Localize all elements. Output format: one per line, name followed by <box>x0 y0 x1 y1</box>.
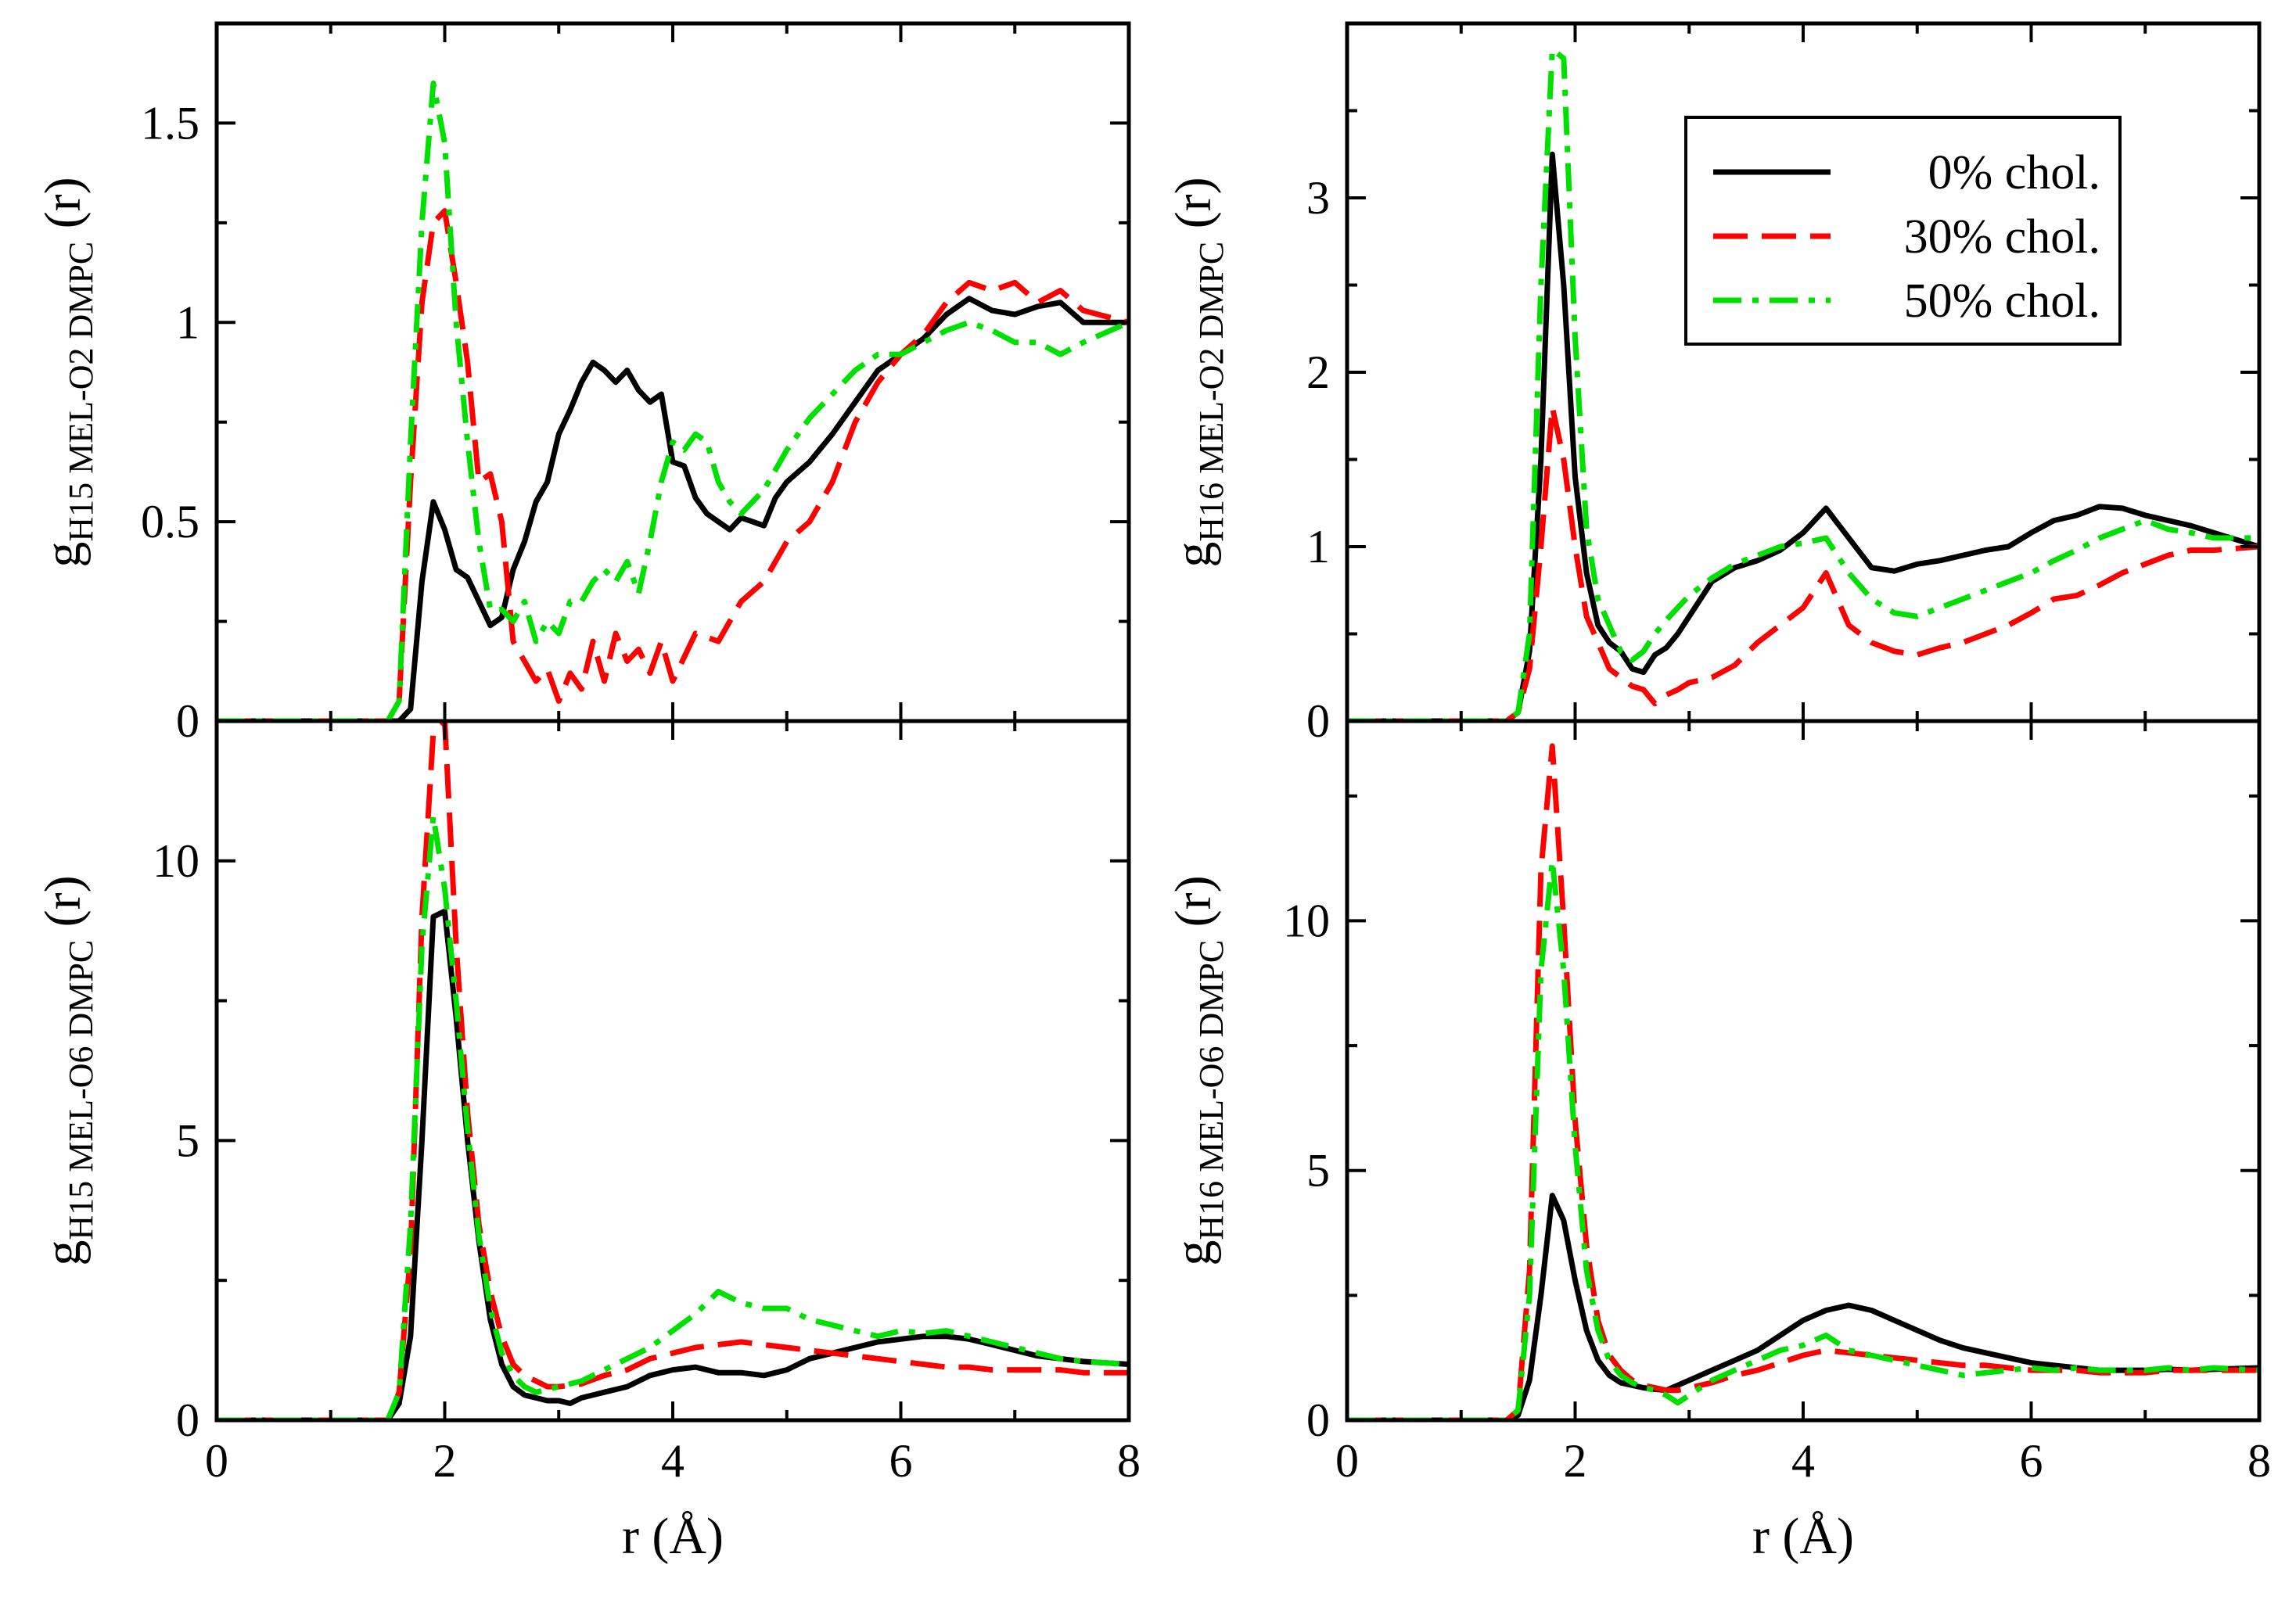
series-line-0-chol-0 <box>217 296 1129 721</box>
x-tick-label: 8 <box>1117 1435 1141 1487</box>
y-tick-label: 2 <box>1306 346 1330 398</box>
series-line-50-chol-3 <box>1347 858 2259 1420</box>
y-axis-label-suffix: (r) <box>1165 177 1222 241</box>
series-line-30-chol-1 <box>1347 404 2259 721</box>
legend-label: 30% chol. <box>1904 210 2100 264</box>
series-line-30-chol-2 <box>217 721 1129 1420</box>
series-line-0-chol-1 <box>1347 151 2259 721</box>
y-tick-label: 10 <box>1283 895 1330 946</box>
x-tick-label: 0 <box>205 1435 228 1487</box>
x-tick-label: 4 <box>1791 1435 1815 1487</box>
y-axis-label-sub: H15 MEL-O6 DMPC <box>62 940 100 1240</box>
y-tick-label: 1.5 <box>141 97 199 149</box>
y-tick-label: 0 <box>176 695 199 747</box>
panel-bottom-left: 0 2 4 6 8 0 5 10 gH15 MEL-O6 DMPC (r) r (Å) <box>34 719 1141 1565</box>
x-tick-label: 8 <box>2247 1435 2271 1487</box>
y-axis-label-suffix: (r) <box>1165 875 1222 939</box>
plot-frame <box>214 719 1131 1423</box>
y-tick-label: 5 <box>1306 1145 1330 1197</box>
series-line-50-chol-1 <box>1347 46 2259 721</box>
y-axis-label: gH15 MEL-O2 DMPC (r) <box>34 177 100 567</box>
series-line-30-chol-3 <box>1347 743 2259 1420</box>
y-axis-label-sub: H16 MEL-O6 DMPC <box>1192 940 1231 1240</box>
y-axis-label-main: g <box>34 1240 92 1266</box>
panel-top-right: 0 1 2 3 gH16 MEL-O2 DMPC (r) <box>1165 21 2262 747</box>
x-tick-label: 4 <box>661 1435 684 1487</box>
y-tick-label: 3 <box>1306 172 1330 224</box>
legend: 0% chol. 30% chol. 50% chol. <box>1684 116 2122 346</box>
legend-label: 0% chol. <box>1928 146 2100 199</box>
y-tick-label: 1 <box>1306 521 1330 572</box>
y-axis-label-suffix: (r) <box>34 875 92 939</box>
panel-top-left: 0 0.5 1 1.5 gH15 MEL-O2 DMPC (r) <box>34 21 1131 747</box>
y-axis-label-sub: H16 MEL-O2 DMPC <box>1192 242 1231 542</box>
x-tick-label: 6 <box>889 1435 913 1487</box>
y-tick-label: 0 <box>1306 695 1330 747</box>
x-axis-label: r (Å) <box>622 1508 724 1565</box>
y-axis-label: gH16 MEL-O2 DMPC (r) <box>1165 177 1231 567</box>
legend-label: 50% chol. <box>1904 275 2100 328</box>
y-tick-label: 0.5 <box>141 496 199 547</box>
x-tick-label: 0 <box>1335 1435 1359 1487</box>
x-axis-label: r (Å) <box>1752 1508 1854 1565</box>
series-line-0-chol-3 <box>1347 1193 2259 1420</box>
x-tick-label: 6 <box>2020 1435 2043 1487</box>
y-axis-label-main: g <box>1165 542 1222 568</box>
y-tick-label: 5 <box>176 1114 199 1166</box>
x-tick-label: 2 <box>1564 1435 1587 1487</box>
y-axis-label-suffix: (r) <box>34 177 92 241</box>
series-line-50-chol-0 <box>217 81 1129 721</box>
y-axis-label: gH15 MEL-O6 DMPC (r) <box>34 875 100 1265</box>
y-tick-label: 0 <box>1306 1394 1330 1446</box>
panel-bottom-right: 0 2 4 6 8 0 5 10 gH16 MEL-O6 DMPC (r) r (Å) <box>1165 719 2271 1565</box>
plot-frame <box>214 21 1131 723</box>
y-axis-label-main: g <box>1165 1240 1222 1266</box>
series-line-50-chol-2 <box>217 813 1129 1420</box>
y-tick-label: 10 <box>153 835 199 887</box>
y-axis-label-main: g <box>34 542 92 568</box>
x-tick-label: 2 <box>433 1435 457 1487</box>
y-tick-label: 1 <box>176 296 199 348</box>
y-axis-label: gH16 MEL-O6 DMPC (r) <box>1165 875 1231 1265</box>
plot-frame <box>1345 719 2262 1423</box>
y-tick-label: 0 <box>176 1394 199 1446</box>
legend-box <box>1684 116 2122 346</box>
series-line-30-chol-0 <box>217 208 1129 721</box>
y-axis-label-sub: H15 MEL-O2 DMPC <box>62 242 100 542</box>
